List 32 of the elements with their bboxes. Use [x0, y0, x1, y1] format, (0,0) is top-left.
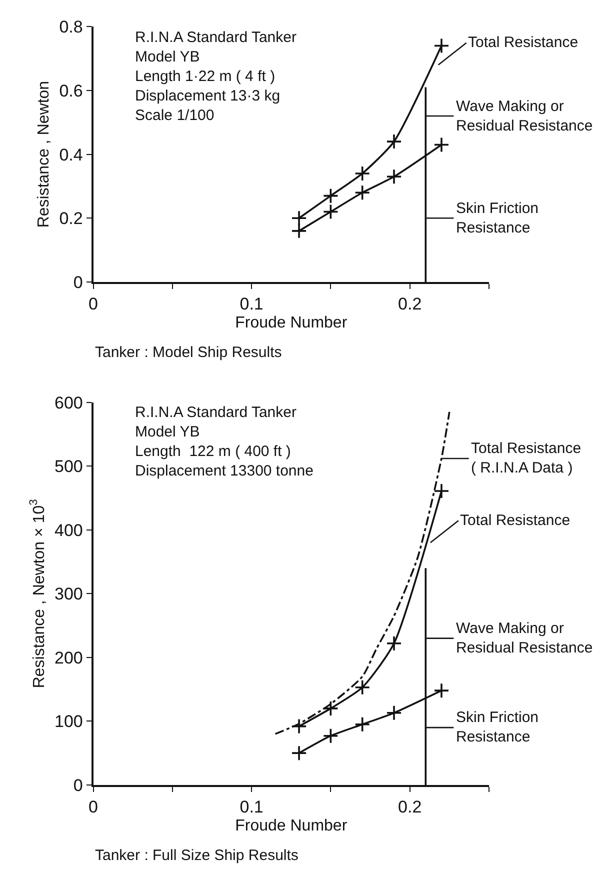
- text: Tanker : Full Size Ship Results: [95, 847, 298, 864]
- x-tick-label: 0.1: [240, 294, 264, 314]
- y-tick-label: 0: [73, 776, 83, 795]
- x-axis-title: Froude Number: [235, 818, 348, 835]
- annotation: Skin Friction Resistance: [456, 200, 539, 236]
- y-tick-label: 0.4: [59, 145, 83, 164]
- y-tick-label: 500: [54, 457, 83, 476]
- y-tick-label: 0.8: [59, 18, 83, 37]
- annotation: Total Resistance ( R.I.N.A Data ): [471, 440, 582, 476]
- annotation: Wave Making or Residual Resistance: [456, 98, 593, 134]
- x-tick-label: 0.1: [240, 797, 264, 816]
- x-tick-label: 0: [88, 797, 98, 816]
- y-tick-label: 200: [54, 648, 83, 668]
- annotation: Total Resistance: [460, 512, 570, 529]
- y-tick-label: 0.6: [59, 81, 83, 100]
- x-tick-label: 0.2: [398, 797, 422, 816]
- y-tick-label: 600: [54, 393, 83, 412]
- x-axis-title: Froude Number: [235, 314, 348, 332]
- annotation: Wave Making or Residual Resistance: [456, 620, 593, 656]
- y-tick-label: 300: [54, 584, 83, 604]
- y-tick-label: 100: [54, 712, 83, 732]
- y-tick-label: 0.2: [59, 209, 83, 228]
- annotation: Skin Friction Resistance: [456, 709, 539, 746]
- y-tick-label: 0: [73, 272, 83, 292]
- annotation: Total Resistance: [468, 34, 578, 51]
- x-tick-label: 0: [88, 294, 98, 314]
- text: Tanker : Model Ship Results: [95, 344, 282, 361]
- x-tick-label: 0.2: [398, 294, 422, 314]
- y-axis-title: Resistance , Newton: [36, 80, 53, 228]
- annotation: R.I.N.A Standard Tanker Model YB Length 122 m ( 400 ft ) Displacement 13300 tonne: [135, 404, 314, 480]
- annotation: R.I.N.A Standard Tanker Model YB Length 1·22 m ( 4 ft ) Displacement 13·3 kg Scale 1/100: [135, 29, 296, 124]
- y-tick-label: 400: [54, 520, 83, 540]
